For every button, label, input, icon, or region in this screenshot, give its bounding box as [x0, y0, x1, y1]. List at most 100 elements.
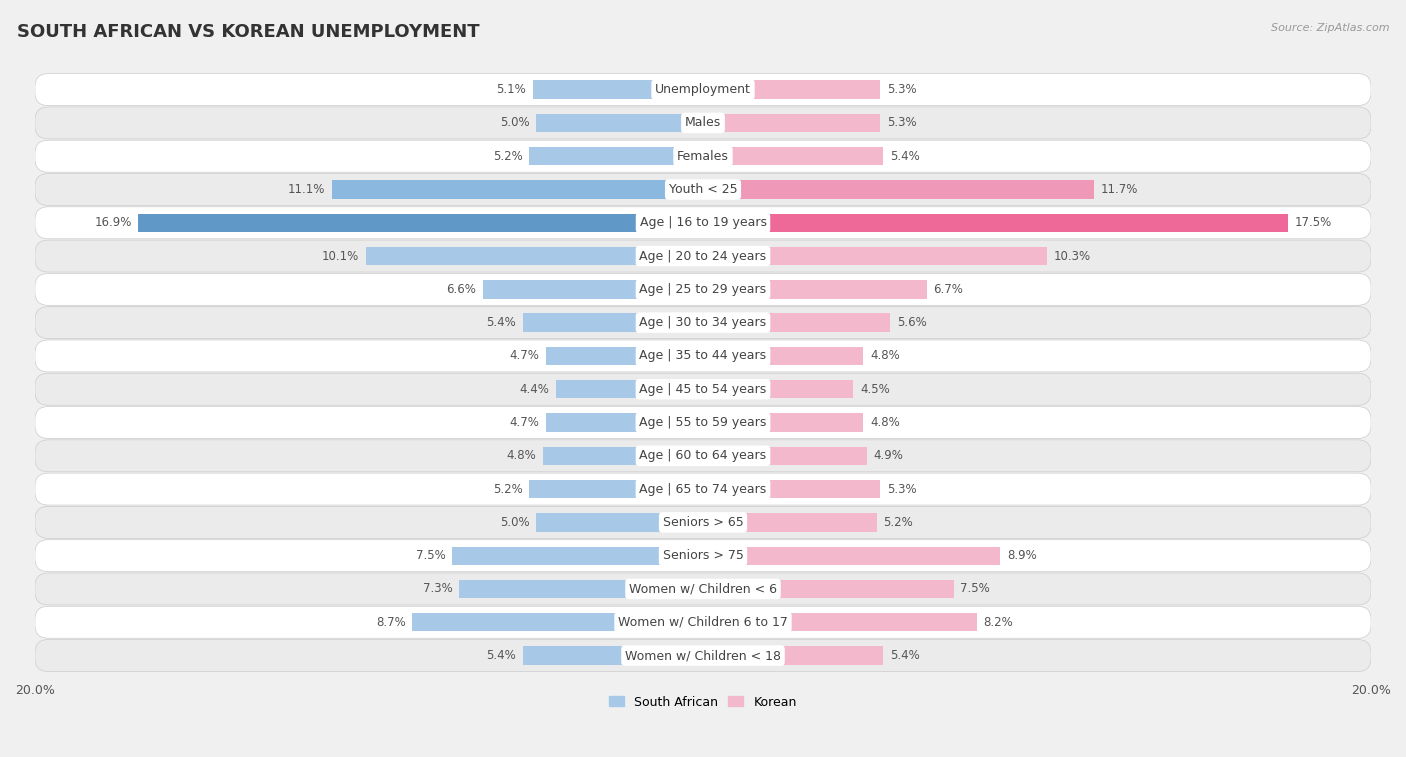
Bar [703, 413, 863, 431]
FancyBboxPatch shape [35, 240, 1371, 272]
FancyBboxPatch shape [35, 73, 1371, 106]
Text: 4.7%: 4.7% [509, 350, 540, 363]
Bar [529, 147, 703, 165]
FancyBboxPatch shape [35, 473, 1371, 505]
Bar [703, 80, 880, 98]
Text: 10.1%: 10.1% [322, 250, 359, 263]
Bar [332, 180, 703, 198]
FancyBboxPatch shape [35, 573, 1371, 605]
Bar [536, 114, 703, 132]
Bar [543, 447, 703, 465]
Text: 7.5%: 7.5% [960, 582, 990, 596]
Bar [529, 480, 703, 498]
Text: 4.4%: 4.4% [519, 383, 550, 396]
FancyBboxPatch shape [35, 407, 1371, 438]
Text: 5.0%: 5.0% [499, 516, 529, 529]
Text: 5.2%: 5.2% [494, 483, 523, 496]
Bar [703, 213, 1288, 232]
Text: 5.4%: 5.4% [890, 649, 920, 662]
Bar [536, 513, 703, 531]
Text: Unemployment: Unemployment [655, 83, 751, 96]
Text: Women w/ Children < 18: Women w/ Children < 18 [626, 649, 780, 662]
FancyBboxPatch shape [35, 173, 1371, 205]
Text: 5.2%: 5.2% [883, 516, 912, 529]
Text: Youth < 25: Youth < 25 [669, 183, 737, 196]
FancyBboxPatch shape [35, 506, 1371, 538]
Text: Age | 16 to 19 years: Age | 16 to 19 years [640, 217, 766, 229]
Text: 5.1%: 5.1% [496, 83, 526, 96]
FancyBboxPatch shape [35, 440, 1371, 472]
Text: 8.2%: 8.2% [984, 615, 1014, 629]
Bar [546, 413, 703, 431]
Text: Seniors > 65: Seniors > 65 [662, 516, 744, 529]
FancyBboxPatch shape [35, 606, 1371, 638]
FancyBboxPatch shape [35, 307, 1371, 338]
Bar [703, 480, 880, 498]
Text: 5.3%: 5.3% [887, 83, 917, 96]
Text: 5.6%: 5.6% [897, 316, 927, 329]
FancyBboxPatch shape [35, 207, 1371, 238]
FancyBboxPatch shape [35, 340, 1371, 372]
Bar [460, 580, 703, 598]
Text: Age | 55 to 59 years: Age | 55 to 59 years [640, 416, 766, 429]
Bar [482, 280, 703, 298]
Bar [412, 613, 703, 631]
Bar [703, 513, 877, 531]
Text: 5.3%: 5.3% [887, 117, 917, 129]
Text: 6.7%: 6.7% [934, 283, 963, 296]
FancyBboxPatch shape [35, 273, 1371, 305]
Text: 11.7%: 11.7% [1101, 183, 1137, 196]
Bar [366, 247, 703, 265]
Bar [703, 347, 863, 365]
Bar [703, 247, 1047, 265]
Text: 17.5%: 17.5% [1295, 217, 1331, 229]
Text: Age | 25 to 29 years: Age | 25 to 29 years [640, 283, 766, 296]
Bar [703, 613, 977, 631]
Text: 4.8%: 4.8% [506, 450, 536, 463]
Text: Women w/ Children < 6: Women w/ Children < 6 [628, 582, 778, 596]
Text: Females: Females [678, 150, 728, 163]
Bar [703, 547, 1000, 565]
Text: Age | 35 to 44 years: Age | 35 to 44 years [640, 350, 766, 363]
Text: Age | 30 to 34 years: Age | 30 to 34 years [640, 316, 766, 329]
Text: 4.7%: 4.7% [509, 416, 540, 429]
Bar [703, 180, 1094, 198]
Text: 8.7%: 8.7% [375, 615, 406, 629]
Text: Males: Males [685, 117, 721, 129]
Bar [703, 280, 927, 298]
Text: 4.8%: 4.8% [870, 350, 900, 363]
Bar [546, 347, 703, 365]
Text: 4.8%: 4.8% [870, 416, 900, 429]
Text: 5.3%: 5.3% [887, 483, 917, 496]
Bar [703, 114, 880, 132]
Bar [703, 580, 953, 598]
Text: 16.9%: 16.9% [94, 217, 132, 229]
Text: 5.0%: 5.0% [499, 117, 529, 129]
Bar [533, 80, 703, 98]
FancyBboxPatch shape [35, 140, 1371, 172]
Bar [703, 380, 853, 398]
Legend: South African, Korean: South African, Korean [605, 690, 801, 714]
Text: Age | 45 to 54 years: Age | 45 to 54 years [640, 383, 766, 396]
FancyBboxPatch shape [35, 107, 1371, 139]
Text: 8.9%: 8.9% [1007, 549, 1036, 562]
Text: Seniors > 75: Seniors > 75 [662, 549, 744, 562]
Text: 5.4%: 5.4% [486, 649, 516, 662]
Bar [703, 147, 883, 165]
Text: 5.4%: 5.4% [486, 316, 516, 329]
Text: 4.9%: 4.9% [873, 450, 903, 463]
Text: 11.1%: 11.1% [288, 183, 326, 196]
Bar [703, 646, 883, 665]
Text: 4.5%: 4.5% [860, 383, 890, 396]
Text: Age | 65 to 74 years: Age | 65 to 74 years [640, 483, 766, 496]
Text: SOUTH AFRICAN VS KOREAN UNEMPLOYMENT: SOUTH AFRICAN VS KOREAN UNEMPLOYMENT [17, 23, 479, 41]
Text: Age | 20 to 24 years: Age | 20 to 24 years [640, 250, 766, 263]
Bar [703, 447, 866, 465]
Bar [703, 313, 890, 332]
FancyBboxPatch shape [35, 373, 1371, 405]
Bar [555, 380, 703, 398]
Text: Women w/ Children 6 to 17: Women w/ Children 6 to 17 [619, 615, 787, 629]
Text: Age | 60 to 64 years: Age | 60 to 64 years [640, 450, 766, 463]
Text: 7.5%: 7.5% [416, 549, 446, 562]
Text: 5.4%: 5.4% [890, 150, 920, 163]
